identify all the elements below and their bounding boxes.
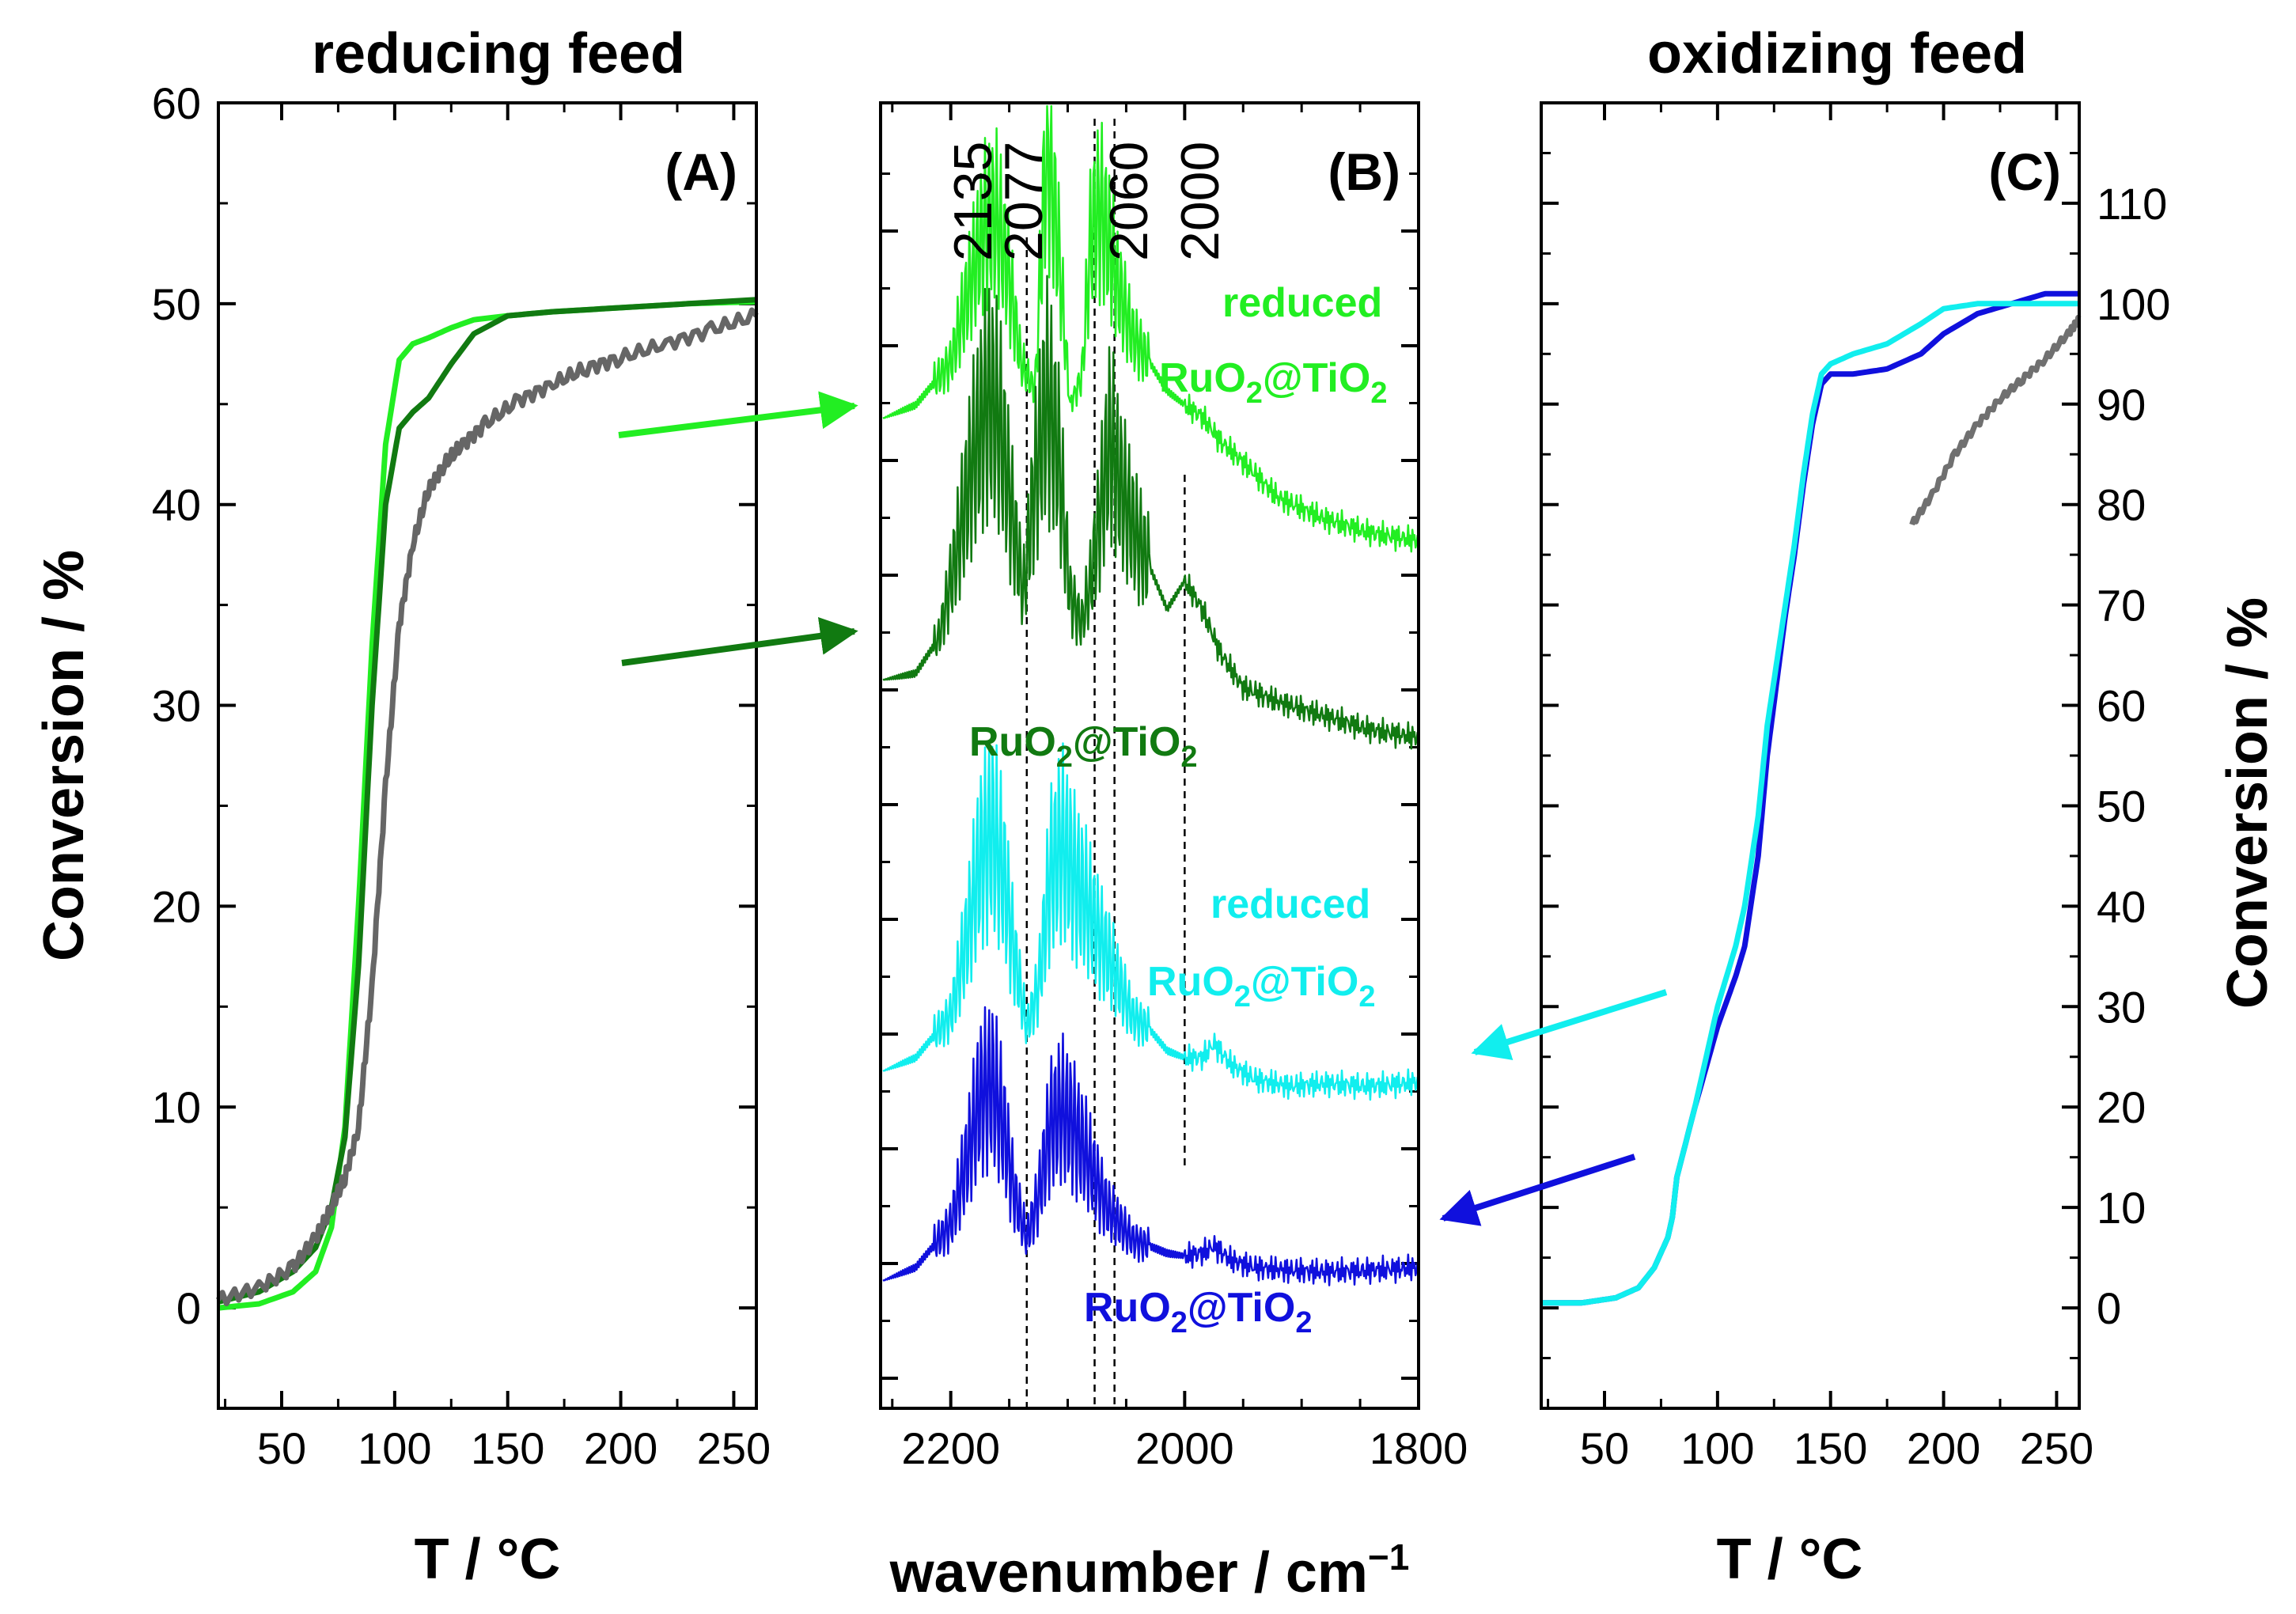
a-ytick-label: 50	[152, 279, 201, 329]
c-ytick-label: 10	[2097, 1183, 2146, 1233]
c-xtick-label: 50	[1580, 1423, 1629, 1473]
a-xtick-label: 250	[697, 1423, 771, 1473]
a-series-0	[218, 298, 757, 1311]
panel-a-label: (A)	[665, 142, 737, 201]
panel-c-title: oxidizing feed	[1647, 22, 2027, 85]
c-xtick-label: 200	[1907, 1423, 1980, 1473]
panel-c-label: (C)	[1988, 142, 2061, 201]
panel-b-label: (B)	[1328, 142, 1400, 201]
a-series-2	[215, 307, 759, 1307]
c-ytick-label: 60	[2097, 681, 2146, 731]
b-annotation-line1: reduced	[1222, 280, 1382, 326]
c-series-2	[1909, 314, 2082, 526]
panel-c-xlabel: T / °C	[1717, 1528, 1863, 1591]
c-ytick-label: 50	[2097, 781, 2146, 831]
c-series-1	[1541, 301, 2079, 1306]
a-xtick-label: 50	[257, 1423, 306, 1473]
a-ytick-label: 30	[152, 681, 201, 731]
c-ytick-label: 90	[2097, 380, 2146, 430]
panel-a-xlabel: T / °C	[415, 1528, 561, 1591]
panel-b-xlabel: wavenumber / cm−1	[889, 1536, 1410, 1605]
arrow-ruo2-oxidizing	[1439, 1154, 1636, 1226]
b-peak-label: 2000	[1170, 142, 1230, 261]
arrow-reduced-reducing	[618, 391, 858, 438]
b-spectrum-0	[882, 104, 1419, 553]
panel-b-frame	[879, 101, 1420, 1410]
b-xtick-label: 2000	[1135, 1423, 1234, 1473]
a-ytick-label: 10	[152, 1082, 201, 1132]
c-ytick-label: 100	[2097, 279, 2170, 329]
c-xtick-label: 250	[2020, 1423, 2093, 1473]
b-annotation-label: RuO2@TiO2	[969, 719, 1197, 774]
b-peak-label: 2135	[943, 142, 1003, 261]
c-ytick-label: 80	[2097, 480, 2146, 530]
a-series-1	[218, 297, 757, 1305]
panel-c: 50 100 150 200 2500102030405060708090100110 …	[1540, 101, 2279, 1591]
c-ytick-label: 40	[2097, 881, 2146, 931]
a-ytick-label: 20	[152, 881, 201, 931]
b-peak-label: 2060	[1099, 142, 1159, 261]
c-xtick-label: 100	[1680, 1423, 1754, 1473]
a-ytick-label: 0	[176, 1283, 201, 1333]
c-ytick-label: 20	[2097, 1082, 2146, 1132]
a-xtick-label: 150	[471, 1423, 544, 1473]
panel-a: 50 100 150 200 250 0 10 20 30 40 50 60 (A) T / °C C…	[32, 78, 771, 1591]
panel-c-ylabel: Conversion / %	[2216, 597, 2279, 1009]
b-spectrum-2	[882, 742, 1419, 1101]
b-annotation-label: RuO2@TiO2	[1147, 959, 1375, 1013]
b-xtick-label: 2200	[901, 1423, 1000, 1473]
c-ytick-label: 110	[2097, 179, 2167, 229]
arrow-ruo2-reducing	[621, 617, 858, 666]
c-ytick-label: 0	[2097, 1283, 2121, 1333]
c-xtick-label: 150	[1794, 1423, 1867, 1473]
a-xtick-label: 200	[584, 1423, 657, 1473]
c-ytick-label: 30	[2097, 982, 2146, 1032]
panel-a-title: reducing feed	[312, 22, 685, 85]
panel-a-ylabel: Conversion / %	[32, 550, 96, 961]
b-spectrum-3	[882, 1006, 1419, 1286]
b-annotation-label: RuO2@TiO2	[1084, 1285, 1312, 1339]
b-xtick-label: 1800	[1370, 1423, 1468, 1473]
panel-c-frame	[1540, 101, 2081, 1410]
a-xtick-label: 100	[358, 1423, 431, 1473]
b-peak-label: 2077	[994, 142, 1054, 261]
a-ytick-label: 40	[152, 480, 201, 530]
b-annotation-line1: reduced	[1211, 881, 1370, 927]
b-annotation-label: RuO2@TiO2	[1159, 355, 1387, 410]
panel-a-frame	[217, 101, 758, 1410]
a-ytick-label: 60	[152, 78, 201, 128]
c-ytick-label: 70	[2097, 581, 2146, 631]
b-spectrum-1	[882, 275, 1419, 750]
arrow-reduced-oxidizing	[1471, 989, 1668, 1060]
